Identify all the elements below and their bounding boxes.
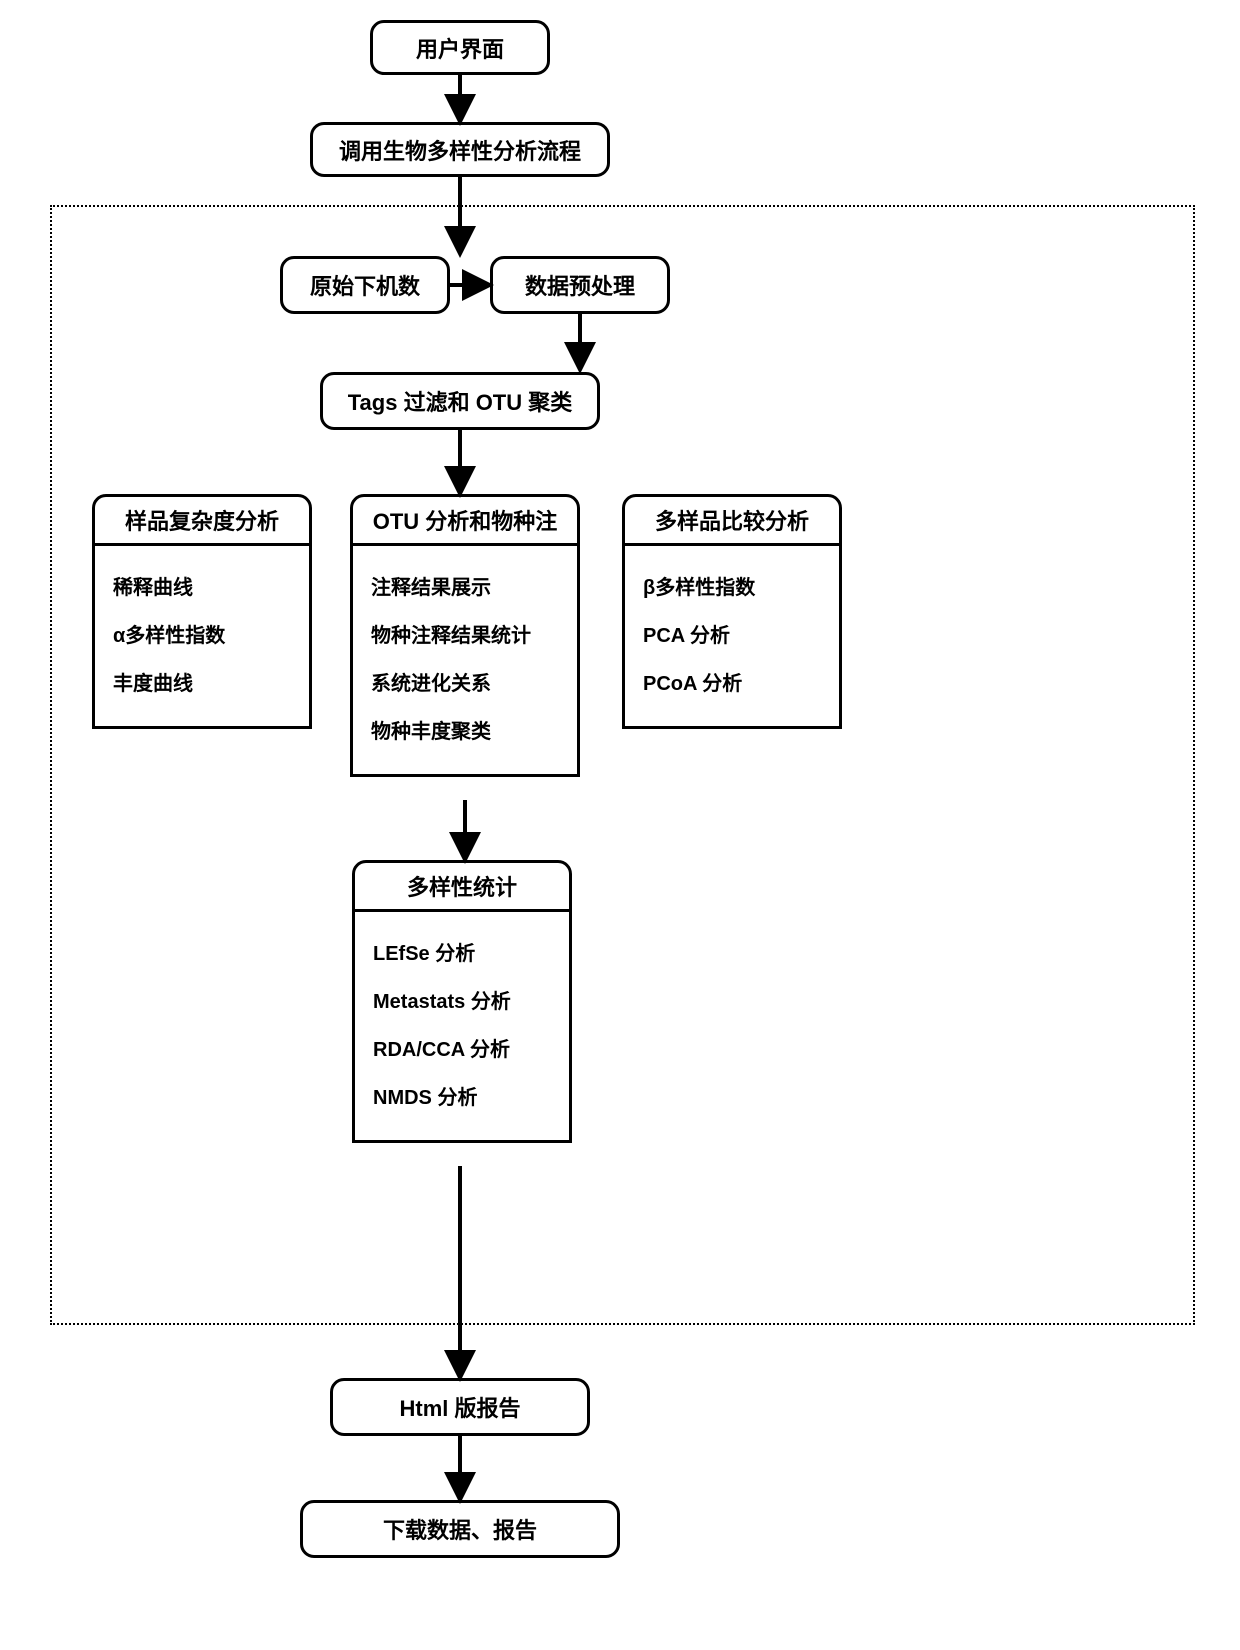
- group-body: 稀释曲线 α多样性指数 丰度曲线: [92, 546, 312, 729]
- node-raw-data: 原始下机数: [280, 256, 450, 314]
- group-item: 系统进化关系: [371, 660, 559, 708]
- node-label: 下载数据、报告: [383, 1513, 537, 1545]
- node-label: 原始下机数: [310, 269, 420, 301]
- group-item: 丰度曲线: [113, 660, 291, 708]
- node-label: 数据预处理: [525, 269, 635, 301]
- group-body: β多样性指数 PCA 分析 PCoA 分析: [622, 546, 842, 729]
- node-call-pipeline: 调用生物多样性分析流程: [310, 122, 610, 177]
- node-label: Tags 过滤和 OTU 聚类: [348, 385, 573, 417]
- node-label: Html 版报告: [399, 1391, 520, 1423]
- group-item: PCoA 分析: [643, 660, 821, 708]
- group-item: Metastats 分析: [373, 978, 551, 1026]
- node-html-report: Html 版报告: [330, 1378, 590, 1436]
- group-header-label: 多样性统计: [407, 870, 517, 902]
- group-header: OTU 分析和物种注: [350, 494, 580, 546]
- group-item: α多样性指数: [113, 612, 291, 660]
- group-body: LEfSe 分析 Metastats 分析 RDA/CCA 分析 NMDS 分析: [352, 912, 572, 1143]
- group-item: PCA 分析: [643, 612, 821, 660]
- group-item: NMDS 分析: [373, 1074, 551, 1122]
- group-item: RDA/CCA 分析: [373, 1026, 551, 1074]
- group-item: β多样性指数: [643, 564, 821, 612]
- group-item: 物种丰度聚类: [371, 708, 559, 756]
- group-item: 稀释曲线: [113, 564, 291, 612]
- group-header: 多样性统计: [352, 860, 572, 912]
- group-header-label: 样品复杂度分析: [125, 504, 279, 536]
- group-diversity-stats: 多样性统计 LEfSe 分析 Metastats 分析 RDA/CCA 分析 N…: [352, 860, 572, 1143]
- group-item: LEfSe 分析: [373, 930, 551, 978]
- node-download: 下载数据、报告: [300, 1500, 620, 1558]
- node-preprocess: 数据预处理: [490, 256, 670, 314]
- node-tags-otu: Tags 过滤和 OTU 聚类: [320, 372, 600, 430]
- group-otu-species: OTU 分析和物种注 注释结果展示 物种注释结果统计 系统进化关系 物种丰度聚类: [350, 494, 580, 777]
- group-header: 多样品比较分析: [622, 494, 842, 546]
- pipeline-frame: [50, 205, 1195, 1325]
- group-header: 样品复杂度分析: [92, 494, 312, 546]
- flowchart-canvas: 用户界面 调用生物多样性分析流程 原始下机数 数据预处理 Tags 过滤和 OT…: [20, 20, 1220, 1630]
- group-item: 注释结果展示: [371, 564, 559, 612]
- group-multi-sample: 多样品比较分析 β多样性指数 PCA 分析 PCoA 分析: [622, 494, 842, 729]
- group-sample-complexity: 样品复杂度分析 稀释曲线 α多样性指数 丰度曲线: [92, 494, 312, 729]
- group-header-label: 多样品比较分析: [655, 504, 809, 536]
- node-user-interface: 用户界面: [370, 20, 550, 75]
- group-item: 物种注释结果统计: [371, 612, 559, 660]
- group-body: 注释结果展示 物种注释结果统计 系统进化关系 物种丰度聚类: [350, 546, 580, 777]
- group-header-label: OTU 分析和物种注: [373, 504, 558, 536]
- node-label: 用户界面: [416, 32, 504, 64]
- node-label: 调用生物多样性分析流程: [339, 134, 581, 166]
